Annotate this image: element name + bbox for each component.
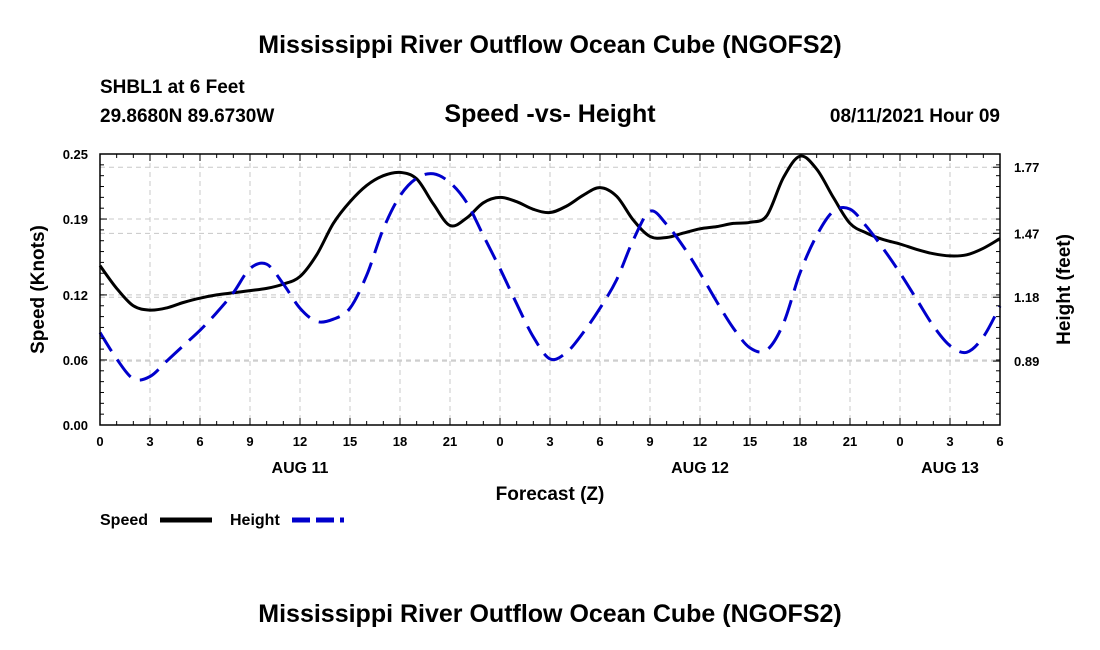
x-tick-label: 9 bbox=[246, 434, 253, 449]
x-tick-label: 6 bbox=[996, 434, 1003, 449]
page-footer-title: Mississippi River Outflow Ocean Cube (NG… bbox=[258, 600, 842, 628]
series-line-speed bbox=[98, 154, 1001, 312]
y-left-tick-label: 0.06 bbox=[63, 353, 88, 368]
x-axis-title: Forecast (Z) bbox=[496, 484, 605, 505]
chart-labels: 0 3 6 9 12 15 18 21 0 3 6 9 12 15 18 21 0 3 6 0.00 0.06 0.12 0… bbox=[28, 147, 1075, 505]
x-tick-label: 0 bbox=[896, 434, 903, 449]
x-tick-label: 12 bbox=[293, 434, 307, 449]
x-date-label: AUG 13 bbox=[921, 460, 979, 477]
x-date-label: AUG 11 bbox=[272, 460, 329, 477]
y-right-tick-label: 1.47 bbox=[1014, 226, 1039, 241]
y-left-tick-label: 0.00 bbox=[63, 418, 88, 433]
x-tick-label: 6 bbox=[596, 434, 603, 449]
x-tick-label: 15 bbox=[743, 434, 757, 449]
x-tick-label: 21 bbox=[443, 434, 457, 449]
page-title: Mississippi River Outflow Ocean Cube (NG… bbox=[258, 31, 842, 59]
x-tick-label: 12 bbox=[693, 434, 707, 449]
x-tick-label: 3 bbox=[146, 434, 153, 449]
station-label: SHBL1 at 6 Feet bbox=[100, 77, 245, 98]
chart-subtitle: Speed -vs- Height bbox=[444, 100, 656, 128]
x-date-label: AUG 12 bbox=[671, 460, 729, 477]
legend-label-height: Height bbox=[230, 512, 280, 529]
x-tick-label: 0 bbox=[496, 434, 503, 449]
series-line-height bbox=[98, 172, 1002, 382]
y-right-tick-label: 1.77 bbox=[1014, 160, 1039, 175]
y-right-tick-label: 0.89 bbox=[1014, 354, 1039, 369]
y-left-axis-title: Speed (Knots) bbox=[28, 225, 49, 354]
x-tick-label: 3 bbox=[946, 434, 953, 449]
chart-axes bbox=[99, 153, 1001, 426]
x-tick-label: 0 bbox=[96, 434, 103, 449]
station-coordinates: 29.8680N 89.6730W bbox=[100, 106, 275, 127]
x-tick-label: 3 bbox=[546, 434, 553, 449]
y-right-axis-title: Height (feet) bbox=[1054, 234, 1075, 345]
x-tick-label: 18 bbox=[393, 434, 407, 449]
forecast-datetime: 08/11/2021 Hour 09 bbox=[829, 106, 1000, 127]
x-tick-label: 6 bbox=[196, 434, 203, 449]
y-right-tick-label: 1.18 bbox=[1014, 290, 1039, 305]
x-tick-label: 18 bbox=[793, 434, 807, 449]
x-tick-label: 15 bbox=[343, 434, 357, 449]
legend-label-speed: Speed bbox=[100, 512, 148, 529]
y-left-tick-label: 0.12 bbox=[63, 288, 88, 303]
chart-legend: Speed Height bbox=[100, 512, 344, 529]
y-left-tick-label: 0.19 bbox=[63, 212, 88, 227]
x-tick-label: 9 bbox=[646, 434, 653, 449]
chart-series bbox=[98, 154, 1002, 382]
x-tick-label: 21 bbox=[843, 434, 857, 449]
y-left-tick-label: 0.25 bbox=[63, 147, 88, 162]
